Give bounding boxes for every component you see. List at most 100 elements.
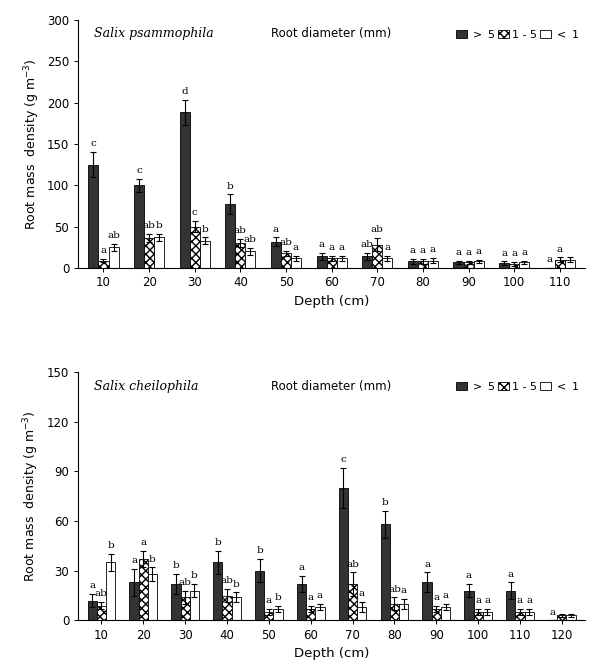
- Text: ab: ab: [178, 578, 192, 587]
- Text: a: a: [317, 591, 323, 600]
- Bar: [516, 612, 525, 620]
- Bar: [171, 584, 180, 620]
- Text: b: b: [172, 562, 179, 570]
- Bar: [200, 241, 210, 268]
- Text: b: b: [227, 182, 234, 191]
- Text: a: a: [359, 589, 365, 599]
- Bar: [473, 612, 483, 620]
- Text: a: a: [410, 246, 416, 255]
- Bar: [281, 253, 291, 268]
- Bar: [130, 582, 139, 620]
- X-axis label: Depth (cm): Depth (cm): [294, 295, 369, 308]
- Bar: [380, 525, 390, 620]
- Text: a: a: [298, 563, 305, 572]
- Text: a: a: [466, 572, 472, 580]
- Bar: [519, 262, 529, 268]
- Text: ab: ab: [361, 240, 374, 249]
- Text: a: a: [526, 596, 532, 605]
- Text: c: c: [192, 208, 198, 217]
- Bar: [453, 262, 464, 268]
- Text: a: a: [318, 240, 324, 249]
- Text: a: a: [420, 246, 426, 255]
- Bar: [509, 264, 519, 268]
- Text: ab: ab: [107, 231, 120, 240]
- Text: a: a: [475, 596, 481, 605]
- Text: a: a: [521, 248, 527, 257]
- Bar: [264, 612, 274, 620]
- Text: ab: ab: [143, 221, 156, 230]
- Text: a: a: [476, 247, 482, 256]
- Bar: [87, 601, 97, 620]
- Bar: [357, 607, 367, 620]
- Text: d: d: [182, 87, 188, 96]
- Bar: [245, 251, 256, 268]
- Bar: [423, 582, 432, 620]
- Text: a: a: [547, 255, 553, 264]
- Bar: [390, 604, 399, 620]
- Text: b: b: [233, 579, 239, 589]
- Text: a: a: [549, 608, 556, 616]
- Bar: [213, 562, 223, 620]
- Bar: [372, 245, 382, 268]
- Bar: [525, 612, 534, 620]
- Text: c: c: [341, 455, 346, 465]
- Bar: [428, 261, 438, 268]
- Bar: [89, 164, 98, 268]
- Text: a: a: [339, 243, 345, 252]
- Text: a: a: [384, 243, 390, 252]
- Bar: [464, 591, 473, 620]
- Text: b: b: [156, 221, 163, 230]
- Text: a: a: [293, 243, 299, 252]
- Text: b: b: [382, 498, 388, 508]
- Bar: [315, 607, 324, 620]
- Text: b: b: [256, 546, 263, 556]
- Text: ab: ab: [280, 238, 292, 247]
- Bar: [566, 615, 576, 620]
- Text: a: a: [455, 248, 461, 257]
- Bar: [109, 248, 119, 268]
- Bar: [432, 609, 441, 620]
- Bar: [144, 238, 154, 268]
- Text: a: a: [273, 224, 279, 234]
- Text: a: a: [89, 581, 95, 590]
- Bar: [139, 559, 148, 620]
- Bar: [483, 612, 492, 620]
- Text: a: a: [101, 246, 107, 255]
- Bar: [297, 584, 306, 620]
- Bar: [180, 112, 190, 268]
- Bar: [291, 258, 301, 268]
- Text: a: a: [443, 591, 449, 600]
- Bar: [134, 185, 144, 268]
- Text: Root diameter (mm): Root diameter (mm): [271, 379, 391, 393]
- Text: ab: ab: [95, 589, 108, 599]
- Text: a: a: [266, 596, 272, 605]
- Bar: [232, 597, 241, 620]
- Bar: [306, 609, 315, 620]
- Bar: [464, 262, 473, 268]
- Bar: [226, 205, 235, 268]
- Bar: [180, 597, 190, 620]
- Bar: [255, 571, 264, 620]
- Bar: [235, 243, 245, 268]
- Bar: [327, 258, 336, 268]
- Text: a: a: [131, 556, 137, 566]
- Bar: [154, 238, 164, 268]
- Bar: [98, 261, 109, 268]
- Bar: [339, 488, 348, 620]
- Text: a: a: [466, 248, 472, 257]
- Text: b: b: [107, 541, 114, 550]
- Bar: [271, 242, 281, 268]
- Text: a: a: [308, 593, 314, 602]
- Text: b: b: [201, 224, 208, 234]
- Text: ab: ab: [234, 226, 247, 236]
- Bar: [499, 263, 509, 268]
- Bar: [555, 259, 565, 268]
- Text: Salix cheilophila: Salix cheilophila: [93, 379, 198, 393]
- Y-axis label: Root mass  density (g m$^{-3}$): Root mass density (g m$^{-3}$): [22, 411, 42, 582]
- Text: b: b: [191, 572, 198, 580]
- Legend: $>$ 5, 1 - 5, $<$ 1: $>$ 5, 1 - 5, $<$ 1: [456, 380, 579, 392]
- Bar: [441, 607, 450, 620]
- Text: b: b: [215, 538, 221, 547]
- Y-axis label: Root mass  density (g m$^{-3}$): Root mass density (g m$^{-3}$): [22, 58, 42, 230]
- Bar: [362, 256, 372, 268]
